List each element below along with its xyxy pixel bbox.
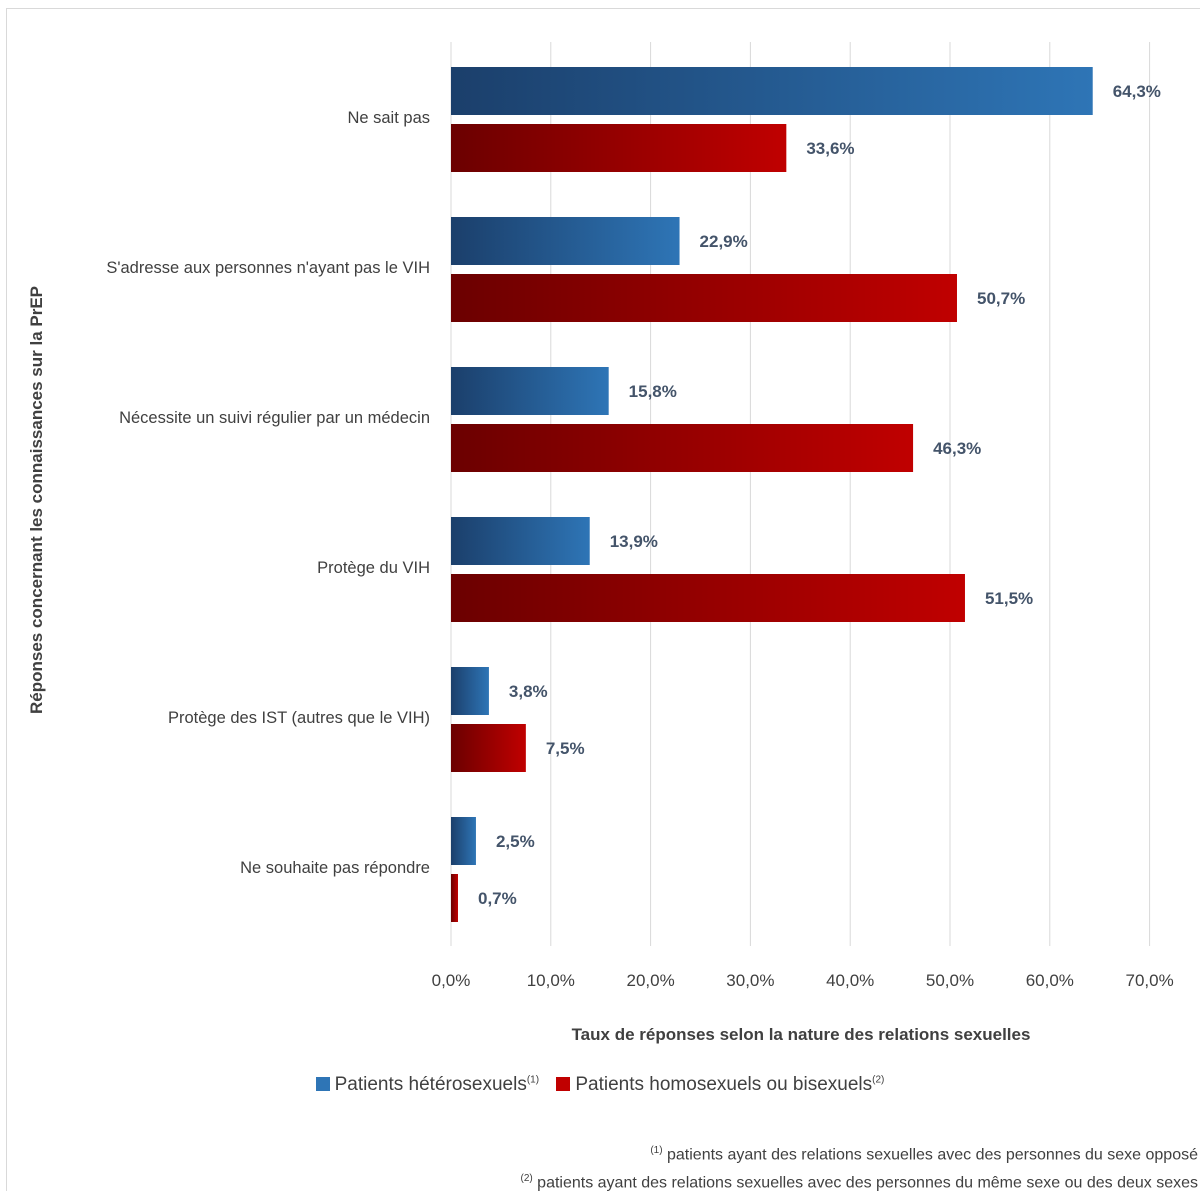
legend-note-marker: (2) bbox=[872, 1074, 885, 1086]
footnotes: (1) patients ayant des relations sexuell… bbox=[520, 1139, 1198, 1196]
data-label: 50,7% bbox=[977, 289, 1025, 308]
bar-homo-bisexual bbox=[451, 274, 957, 322]
footnote-2: (2) patients ayant des relations sexuell… bbox=[520, 1167, 1198, 1195]
legend-item-heterosexual: Patients hétérosexuels(1) bbox=[315, 1074, 540, 1096]
footnote-1: (1) patients ayant des relations sexuell… bbox=[520, 1139, 1198, 1167]
legend-swatch-blue bbox=[315, 1077, 330, 1091]
bar-homo-bisexual bbox=[451, 874, 458, 922]
footnote-text: patients ayant des relations sexuelles a… bbox=[662, 1146, 1198, 1164]
category-labels: Ne sait pas S'adresse aux personnes n'aya… bbox=[106, 109, 430, 877]
footnote-text: patients ayant des relations sexuelles a… bbox=[532, 1174, 1198, 1192]
data-label: 64,3% bbox=[1113, 82, 1161, 101]
category-label: Nécessite un suivi régulier par un médec… bbox=[119, 409, 430, 427]
bar-heterosexual bbox=[451, 517, 590, 565]
x-tick-label: 30,0% bbox=[726, 971, 774, 990]
data-label: 3,8% bbox=[509, 682, 548, 701]
y-axis-title: Réponses concernant les connaissances su… bbox=[27, 286, 46, 714]
legend-item-homo-bisexual: Patients homosexuels ou bisexuels(2) bbox=[556, 1074, 884, 1096]
category-label: Protège des IST (autres que le VIH) bbox=[168, 709, 430, 727]
x-axis-title: Taux de réponses selon la nature des rel… bbox=[572, 1025, 1031, 1044]
data-label: 33,6% bbox=[806, 139, 854, 158]
gridlines bbox=[450, 42, 1151, 946]
data-label: 15,8% bbox=[629, 382, 677, 401]
x-tick-label: 40,0% bbox=[826, 971, 874, 990]
data-label: 51,5% bbox=[985, 589, 1033, 608]
legend: Patients hétérosexuels(1) Patients homos… bbox=[0, 1074, 1200, 1096]
legend-label: Patients hétérosexuels bbox=[334, 1074, 527, 1095]
footnote-marker: (1) bbox=[650, 1145, 663, 1156]
bar-homo-bisexual bbox=[451, 724, 526, 772]
bar-homo-bisexual bbox=[451, 424, 914, 472]
bar-heterosexual bbox=[451, 217, 680, 265]
x-tick-label: 60,0% bbox=[1026, 971, 1074, 990]
data-label: 2,5% bbox=[496, 832, 535, 851]
x-tick-label: 70,0% bbox=[1125, 971, 1173, 990]
bar-heterosexual bbox=[451, 367, 609, 415]
bar-homo-bisexual bbox=[451, 574, 965, 622]
data-label: 7,5% bbox=[546, 739, 585, 758]
bar-heterosexual bbox=[451, 817, 476, 865]
category-label: S'adresse aux personnes n'ayant pas le V… bbox=[106, 259, 430, 277]
bar-homo-bisexual bbox=[451, 124, 787, 172]
bars: 64,3% 33,6% 22,9% 50,7% 15,8% 46,3% 13,9% 51,5%… bbox=[451, 67, 1161, 922]
data-label: 46,3% bbox=[933, 439, 981, 458]
x-tick-labels: 0,0% 10,0% 20,0% 30,0% 40,0% 50,0% 60,0% 70,0% bbox=[432, 971, 1174, 990]
x-tick-label: 10,0% bbox=[527, 971, 575, 990]
legend-note-marker: (1) bbox=[526, 1074, 540, 1086]
legend-swatch-red bbox=[556, 1077, 571, 1091]
legend-label: Patients homosexuels ou bisexuels bbox=[575, 1074, 873, 1095]
bar-heterosexual bbox=[451, 667, 489, 715]
footnote-marker: (2) bbox=[520, 1173, 533, 1185]
category-label: Ne sait pas bbox=[347, 109, 430, 127]
data-label: 22,9% bbox=[700, 232, 748, 251]
x-tick-label: 20,0% bbox=[626, 971, 674, 990]
bar-heterosexual bbox=[451, 67, 1093, 115]
x-tick-label: 50,0% bbox=[926, 971, 974, 990]
x-tick-label: 0,0% bbox=[432, 971, 471, 990]
category-label: Ne souhaite pas répondre bbox=[240, 859, 430, 877]
chart-frame bbox=[6, 8, 1200, 1191]
category-label: Protège du VIH bbox=[317, 559, 430, 577]
data-label: 0,7% bbox=[478, 889, 517, 908]
data-label: 13,9% bbox=[610, 532, 658, 551]
